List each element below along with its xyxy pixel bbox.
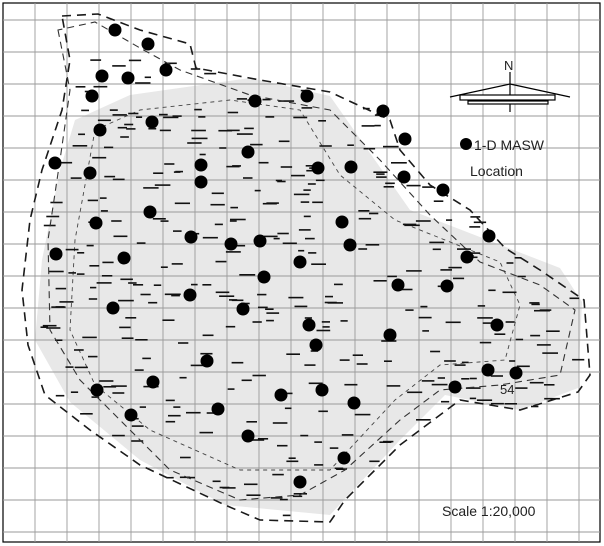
masw-point-icon — [85, 89, 99, 103]
masw-point-icon — [253, 234, 267, 248]
masw-point-icon — [236, 302, 250, 316]
hatch-marks — [40, 59, 585, 517]
masw-point-icon — [248, 94, 262, 108]
masw-point-icon — [241, 145, 255, 159]
masw-point-icon — [95, 69, 109, 83]
masw-point-icon — [397, 170, 411, 184]
masw-point-icon — [315, 383, 329, 397]
masw-point-icon — [436, 183, 450, 197]
scale-label: Scale 1:20,000 — [442, 503, 536, 519]
masw-point-icon — [93, 123, 107, 137]
masw-point-icon — [184, 230, 198, 244]
masw-point-icon — [124, 408, 138, 422]
masw-point-icon — [311, 161, 325, 175]
north-arrow-icon — [449, 72, 571, 112]
masw-point-icon — [108, 23, 122, 37]
masw-point-icon — [391, 278, 405, 292]
masw-point-icon — [90, 383, 104, 397]
masw-point-icon — [347, 396, 361, 410]
masw-point-icon — [398, 132, 412, 146]
masw-point-icon — [309, 338, 323, 352]
masw-point-icon — [440, 279, 454, 293]
masw-point-icon — [49, 247, 63, 261]
masw-point-icon — [146, 375, 160, 389]
inner-boundary — [47, 21, 576, 501]
masw-point-icon — [293, 255, 307, 269]
masw-point-icon — [117, 251, 131, 265]
masw-point-icon — [335, 215, 349, 229]
masw-point-icon — [141, 37, 155, 51]
masw-point-icon — [448, 380, 462, 394]
north-label: N — [504, 58, 513, 73]
masw-point-icon — [48, 156, 62, 170]
masw-point-icon — [257, 270, 271, 284]
masw-point-icon — [482, 229, 496, 243]
legend-label-line1: 1-D MASW — [474, 137, 545, 153]
masw-point-icon — [194, 158, 208, 172]
masw-point-icon — [293, 475, 307, 489]
masw-point-icon — [106, 301, 120, 315]
masw-point-icon — [460, 250, 474, 264]
legend-label-line2: Location — [470, 163, 523, 179]
masw-point-icon — [121, 71, 135, 85]
masw-point-icon — [211, 402, 225, 416]
masw-point-icon — [200, 354, 214, 368]
masw-point-icon — [83, 166, 97, 180]
masw-point-icon — [343, 238, 357, 252]
masw-point-icon — [143, 205, 157, 219]
masw-point-icon — [376, 104, 390, 118]
masw-point-icon — [183, 288, 197, 302]
point-label-54: 54 — [500, 382, 514, 397]
masw-point-icon — [145, 115, 159, 129]
masw-point-icon — [224, 237, 238, 251]
masw-point-icon — [490, 318, 504, 332]
map-grid — [3, 3, 600, 542]
masw-point-icon — [274, 388, 288, 402]
survey-area-fill — [35, 78, 582, 515]
site-boundary — [21, 13, 591, 523]
masw-point-icon — [481, 363, 495, 377]
masw-points — [48, 23, 523, 489]
contour-lines — [69, 99, 521, 471]
masw-point-icon — [194, 175, 208, 189]
masw-point-icon — [337, 451, 351, 465]
masw-point-icon — [241, 429, 255, 443]
masw-point-icon — [89, 216, 103, 230]
masw-point-icon — [509, 366, 523, 380]
masw-point-icon — [159, 63, 173, 77]
legend-point-icon — [460, 138, 472, 150]
masw-point-icon — [300, 89, 314, 103]
masw-point-icon — [383, 328, 397, 342]
masw-point-icon — [344, 160, 358, 174]
masw-point-icon — [302, 318, 316, 332]
